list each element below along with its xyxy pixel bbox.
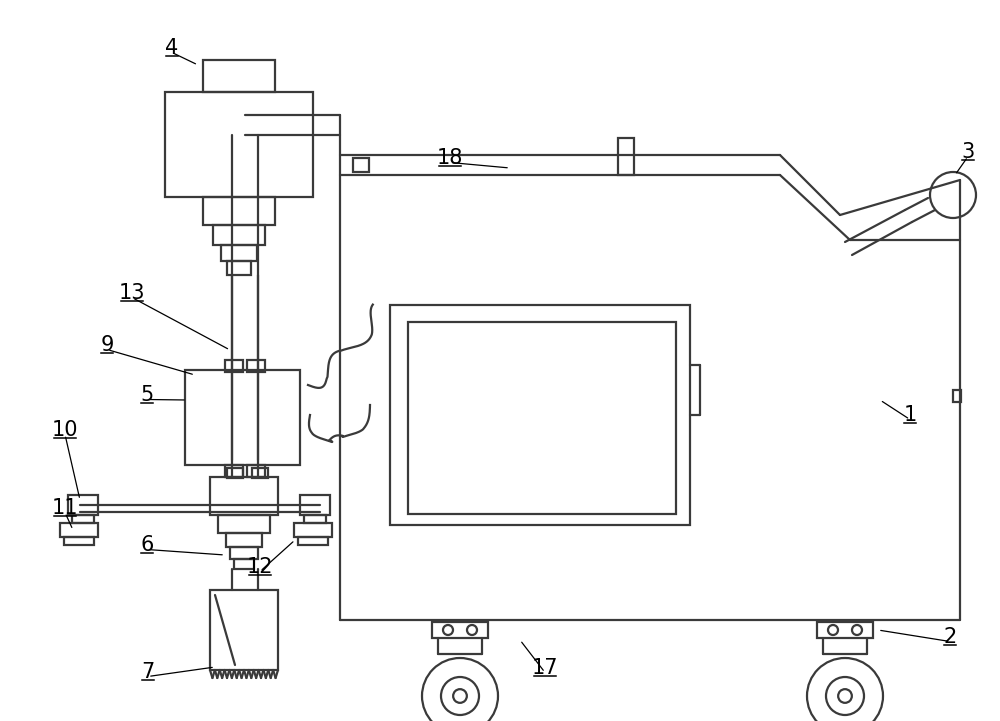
Text: 12: 12 <box>247 557 273 577</box>
Text: 5: 5 <box>140 385 154 405</box>
Bar <box>408 322 676 514</box>
Bar <box>210 477 278 515</box>
Text: 11: 11 <box>52 498 78 518</box>
Bar <box>72 515 94 523</box>
Bar <box>227 468 243 478</box>
Bar <box>252 468 268 478</box>
Bar <box>221 245 257 261</box>
Bar <box>618 138 634 175</box>
Text: 9: 9 <box>100 335 114 355</box>
Bar <box>226 533 262 547</box>
Bar <box>234 559 254 569</box>
Bar <box>60 523 98 537</box>
Bar <box>64 537 94 545</box>
Bar <box>225 465 243 477</box>
Bar <box>247 465 265 477</box>
Bar <box>294 523 332 537</box>
Text: 10: 10 <box>52 420 78 440</box>
Text: 3: 3 <box>961 142 975 162</box>
Bar <box>300 495 330 515</box>
Text: 2: 2 <box>943 627 957 647</box>
Bar <box>390 305 690 525</box>
Bar <box>230 547 258 559</box>
Bar <box>298 537 328 545</box>
Bar <box>304 515 326 523</box>
Bar <box>210 590 278 670</box>
Bar <box>185 370 300 465</box>
Bar <box>247 360 265 372</box>
Bar <box>203 197 275 225</box>
Text: 18: 18 <box>437 148 463 168</box>
Bar <box>353 158 369 172</box>
Text: 4: 4 <box>165 38 179 58</box>
Bar <box>817 622 873 638</box>
Bar <box>68 495 98 515</box>
Bar <box>203 60 275 92</box>
Bar <box>227 261 251 275</box>
Text: 6: 6 <box>140 535 154 555</box>
Bar <box>432 622 488 638</box>
Bar <box>218 515 270 533</box>
Bar <box>213 225 265 245</box>
Text: 7: 7 <box>141 662 155 682</box>
Text: 17: 17 <box>532 658 558 678</box>
Text: 1: 1 <box>903 405 917 425</box>
Bar <box>225 360 243 372</box>
Bar <box>953 390 961 402</box>
Text: 13: 13 <box>119 283 145 303</box>
Bar <box>165 92 313 197</box>
